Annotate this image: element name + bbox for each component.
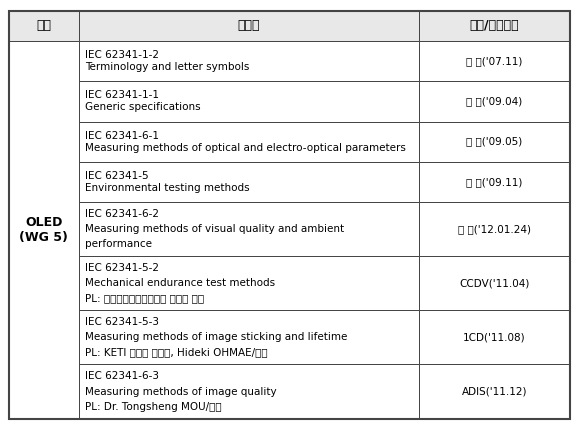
Text: Terminology and letter symbols: Terminology and letter symbols: [85, 62, 249, 72]
Bar: [419, 364, 570, 419]
Text: 제 정('12.01.24): 제 정('12.01.24): [458, 224, 531, 234]
Bar: [9, 364, 79, 419]
Text: performance: performance: [85, 239, 152, 249]
Bar: [79, 162, 419, 202]
Text: 제정/심의단계: 제정/심의단계: [470, 20, 519, 32]
Bar: [419, 256, 570, 310]
Text: OLED
(WG 5): OLED (WG 5): [19, 216, 68, 244]
Text: Measuring methods of optical and electro-optical parameters: Measuring methods of optical and electro…: [85, 143, 405, 153]
Bar: [79, 202, 419, 256]
Bar: [9, 81, 79, 122]
Bar: [9, 202, 79, 256]
Text: IEC 62341-5-2: IEC 62341-5-2: [85, 263, 159, 273]
Bar: [79, 11, 419, 41]
Text: 제 정('09.04): 제 정('09.04): [466, 96, 523, 106]
Text: IEC 62341-5: IEC 62341-5: [85, 171, 148, 181]
Text: PL: 삼성모바일디스플레이 하근동 수석: PL: 삼성모바일디스플레이 하근동 수석: [85, 293, 204, 303]
Text: IEC 62341-6-3: IEC 62341-6-3: [85, 371, 159, 381]
Bar: [79, 122, 419, 162]
Bar: [79, 41, 419, 81]
Bar: [79, 256, 419, 310]
Text: PL: Dr. Tongsheng MOU/중국: PL: Dr. Tongsheng MOU/중국: [85, 402, 221, 412]
Bar: [9, 11, 79, 41]
Bar: [419, 310, 570, 364]
Text: 1CD('11.08): 1CD('11.08): [463, 332, 526, 342]
Bar: [9, 162, 79, 202]
Text: 제 정('09.11): 제 정('09.11): [466, 177, 523, 187]
Text: IEC 62341-1-2: IEC 62341-1-2: [85, 50, 159, 60]
Bar: [419, 122, 570, 162]
Text: Mechanical endurance test methods: Mechanical endurance test methods: [85, 278, 275, 288]
Bar: [9, 310, 79, 364]
Text: 구분: 구분: [36, 20, 52, 32]
Text: Environmental testing methods: Environmental testing methods: [85, 183, 250, 193]
Text: IEC 62341-6-2: IEC 62341-6-2: [85, 209, 159, 219]
Bar: [79, 310, 419, 364]
Text: Generic specifications: Generic specifications: [85, 102, 200, 113]
Text: 표준명: 표준명: [237, 20, 260, 32]
Text: ADIS('11.12): ADIS('11.12): [461, 386, 527, 397]
Bar: [9, 256, 79, 310]
Text: PL: KETI 이정노 센터장, Hideki OHMAE/일본: PL: KETI 이정노 센터장, Hideki OHMAE/일본: [85, 348, 267, 357]
Bar: [9, 41, 79, 81]
Bar: [9, 122, 79, 162]
Text: Measuring methods of image quality: Measuring methods of image quality: [85, 386, 276, 397]
Bar: [79, 81, 419, 122]
Bar: [419, 162, 570, 202]
Bar: [419, 81, 570, 122]
Text: 제 정('09.05): 제 정('09.05): [466, 136, 523, 147]
Text: IEC 62341-1-1: IEC 62341-1-1: [85, 91, 159, 100]
Bar: [419, 11, 570, 41]
Bar: [419, 202, 570, 256]
Text: 제 정('07.11): 제 정('07.11): [466, 56, 523, 66]
Bar: [419, 41, 570, 81]
Text: Measuring methods of image sticking and lifetime: Measuring methods of image sticking and …: [85, 332, 347, 342]
Text: IEC 62341-6-1: IEC 62341-6-1: [85, 130, 159, 141]
Text: Measuring methods of visual quality and ambient: Measuring methods of visual quality and …: [85, 224, 344, 234]
Text: IEC 62341-5-3: IEC 62341-5-3: [85, 317, 159, 327]
Bar: [79, 364, 419, 419]
Bar: [9, 41, 79, 419]
Text: CCDV('11.04): CCDV('11.04): [459, 278, 530, 288]
